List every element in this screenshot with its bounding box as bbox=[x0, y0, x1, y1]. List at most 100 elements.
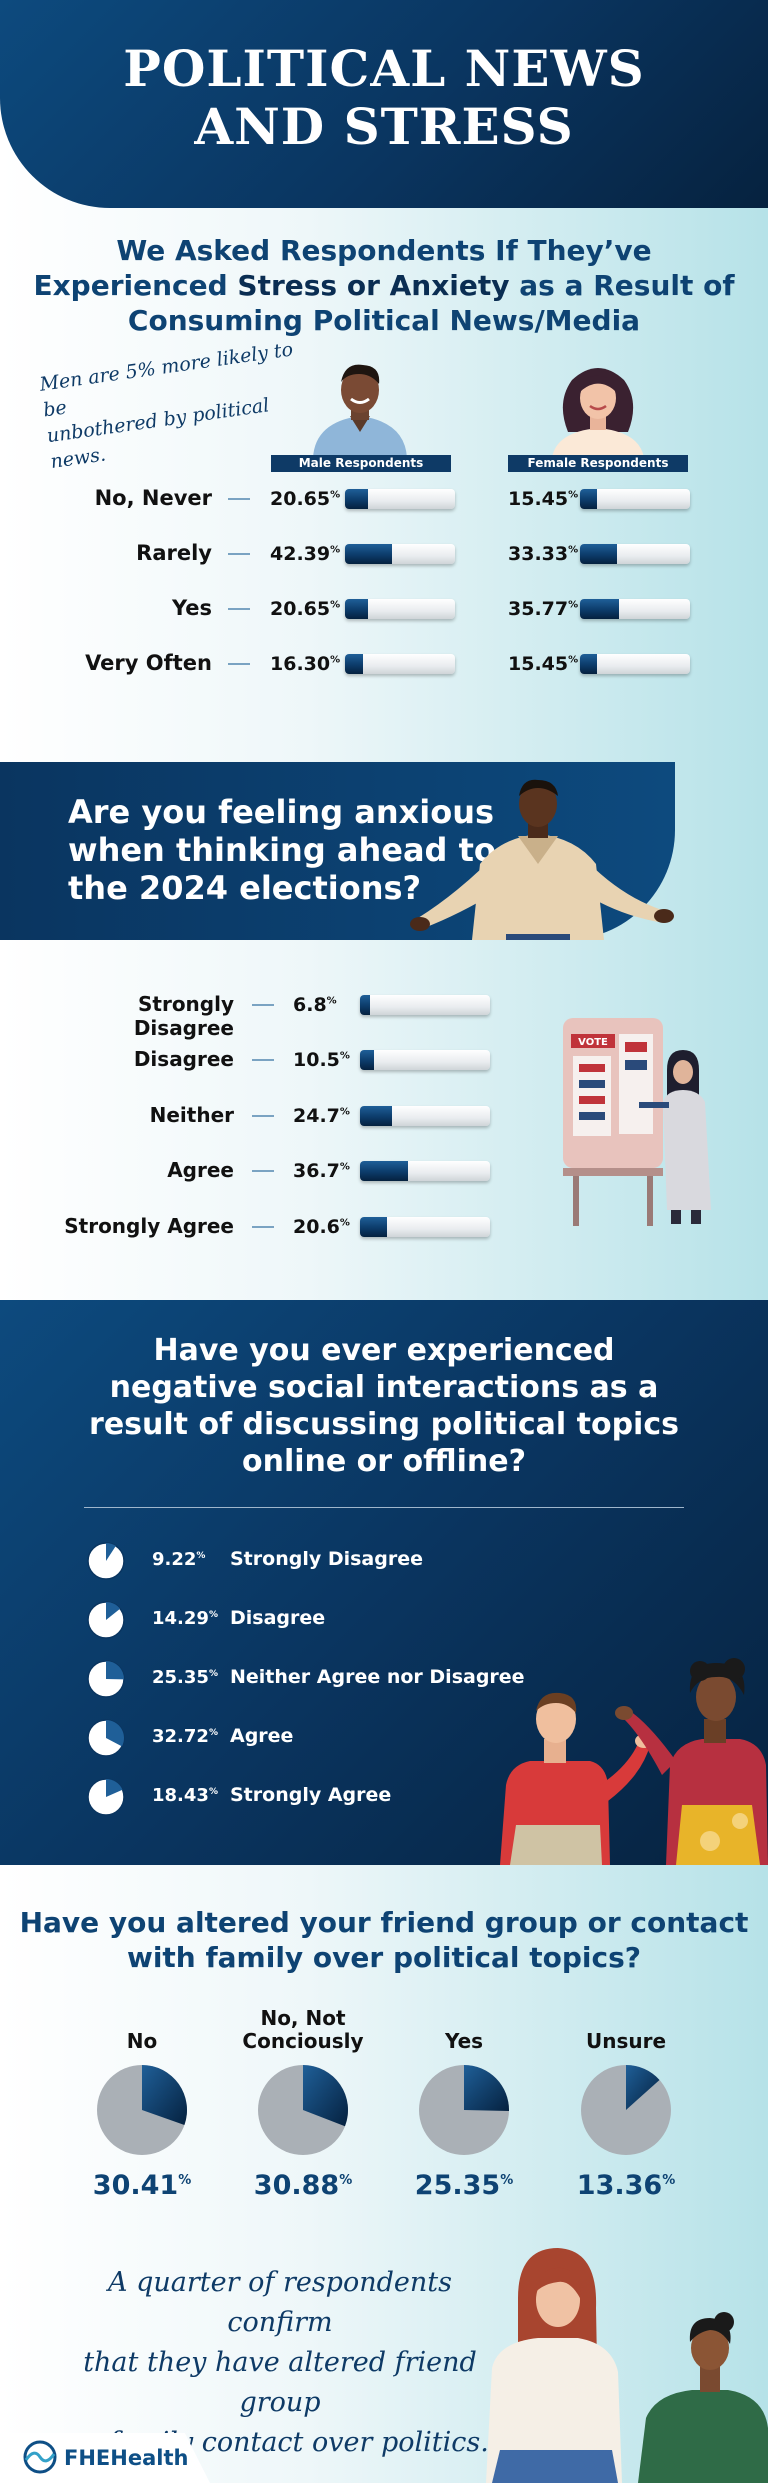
data-label: 20.6% bbox=[293, 1216, 350, 1238]
closing-quote: A quarter of respondents confirm that th… bbox=[60, 2263, 500, 2463]
pie-chart bbox=[87, 1601, 125, 1639]
section1-question-line2: Experienced Stress or Anxiety as a Resul… bbox=[0, 268, 768, 303]
section2-question-line1: Are you feeling anxious bbox=[68, 793, 495, 831]
pie-wrapper bbox=[256, 2063, 350, 2161]
section4-question-line2: with family over political topics? bbox=[126, 1941, 642, 1974]
category-label: Unsure bbox=[561, 2030, 691, 2053]
data-label: 9.22% bbox=[152, 1549, 206, 1570]
bar-track bbox=[360, 1106, 490, 1126]
percent-sign: % bbox=[339, 2173, 353, 2188]
pie-chart bbox=[258, 2065, 348, 2155]
category-label: Very Often bbox=[85, 651, 212, 675]
section3-question-line3: result of discussing political topics bbox=[89, 1407, 679, 1442]
data-label: 25.35% bbox=[414, 2170, 514, 2201]
section3-question-line1: Have you ever experienced bbox=[153, 1333, 615, 1368]
pie-chart bbox=[581, 2065, 671, 2155]
voting-booth-illustration: VOTE bbox=[563, 1018, 711, 1226]
arguing-people-illustration bbox=[500, 1658, 768, 1865]
pie-chart bbox=[87, 1660, 125, 1698]
social-interactions-section bbox=[0, 1300, 768, 1865]
percent-sign: % bbox=[339, 1217, 350, 1229]
data-label: 20.65% bbox=[270, 598, 341, 620]
bar-track bbox=[360, 1050, 490, 1070]
data-label: 20.65% bbox=[270, 488, 341, 510]
category-label-line: Conciously bbox=[242, 2029, 364, 2053]
section2-question: Are you feeling anxious when thinking ah… bbox=[68, 793, 496, 907]
bar-fill bbox=[345, 489, 368, 509]
category-label-line: No bbox=[126, 2029, 158, 2053]
data-label: 18.43% bbox=[152, 1785, 218, 1806]
category-label: Strongly Agree bbox=[64, 1214, 234, 1238]
data-label: 36.7% bbox=[293, 1160, 350, 1182]
pie-chart bbox=[97, 2065, 187, 2155]
pie-slice bbox=[106, 1720, 124, 1747]
row-connector bbox=[252, 1226, 274, 1228]
category-label: Neither bbox=[149, 1103, 234, 1127]
pie-icon bbox=[86, 1777, 126, 1821]
handwritten-note: Men are 5% more likely to be unbothered … bbox=[38, 334, 320, 475]
bar-fill bbox=[580, 489, 597, 509]
shrugging-man-illustration bbox=[410, 779, 674, 940]
page-title: POLITICAL NEWS AND STRESS bbox=[0, 40, 768, 156]
pie-wrapper bbox=[579, 2063, 673, 2161]
category-label-line: Yes bbox=[444, 2029, 484, 2053]
data-label: 24.7% bbox=[293, 1105, 350, 1127]
bar-fill bbox=[360, 995, 370, 1015]
row-connector bbox=[252, 1059, 274, 1061]
percent-sign: % bbox=[330, 599, 341, 611]
data-label: 32.72% bbox=[152, 1726, 218, 1747]
section4-question: Have you altered your friend group or co… bbox=[0, 1905, 768, 1975]
bar-fill bbox=[345, 599, 368, 619]
q-emphasis: Stress or Anxiety bbox=[237, 269, 510, 302]
section3-question: Have you ever experienced negative socia… bbox=[60, 1332, 708, 1480]
pie-chart bbox=[87, 1542, 125, 1580]
category-label: No, Never bbox=[94, 486, 212, 510]
category-label: Strongly Disagree bbox=[133, 992, 234, 1040]
category-label-line: Unsure bbox=[585, 2029, 667, 2053]
pie-slice bbox=[106, 1661, 124, 1680]
pie-chart bbox=[87, 1778, 125, 1816]
bar-track bbox=[345, 599, 455, 619]
bar-track bbox=[580, 599, 690, 619]
percent-sign: % bbox=[568, 544, 579, 556]
percent-sign: % bbox=[178, 2173, 192, 2188]
percent-sign: % bbox=[330, 544, 341, 556]
section4-question-line1: Have you altered your friend group or co… bbox=[19, 1906, 749, 1939]
row-connector bbox=[252, 1115, 274, 1117]
bar-track bbox=[360, 1161, 490, 1181]
category-label: Strongly Agree bbox=[230, 1784, 392, 1806]
percent-sign: % bbox=[339, 1161, 350, 1173]
row-connector bbox=[228, 608, 250, 610]
bar-fill bbox=[360, 1050, 374, 1070]
data-label: 15.45% bbox=[508, 653, 579, 675]
fhe-health-logo: FHEHealth bbox=[64, 2446, 189, 2470]
section3-question-line2: negative social interactions as a bbox=[109, 1370, 659, 1405]
fhe-logo-icon bbox=[23, 2440, 57, 2474]
pie-slice bbox=[142, 2065, 187, 2126]
category-label: Agree bbox=[230, 1725, 294, 1747]
pie-wrapper bbox=[95, 2063, 189, 2161]
section2-question-line3: the 2024 elections? bbox=[68, 869, 422, 907]
data-label: 33.33% bbox=[508, 543, 579, 565]
pie-slice bbox=[106, 1543, 116, 1561]
title-line-1: POLITICAL NEWS bbox=[123, 39, 645, 98]
data-label: 10.5% bbox=[293, 1049, 350, 1071]
section2-question-line2: when thinking ahead to bbox=[68, 831, 496, 869]
pie-chart bbox=[87, 1719, 125, 1757]
pie-icon bbox=[86, 1541, 126, 1585]
pie-slice bbox=[626, 2065, 660, 2110]
category-label: No bbox=[77, 2030, 207, 2053]
category-label-line: No, Not bbox=[260, 2006, 346, 2030]
pie-icon bbox=[86, 1718, 126, 1762]
pie-icon bbox=[86, 1600, 126, 1644]
category-label: Agree bbox=[167, 1158, 234, 1182]
bar-track bbox=[360, 1217, 490, 1237]
section1-question-line1: We Asked Respondents If They’ve bbox=[116, 234, 652, 267]
percent-sign: % bbox=[568, 654, 579, 666]
bar-fill bbox=[580, 544, 617, 564]
data-label: 25.35% bbox=[152, 1667, 218, 1688]
pie-slice bbox=[464, 2065, 509, 2111]
bar-track bbox=[360, 995, 490, 1015]
percent-sign: % bbox=[208, 1610, 218, 1620]
female-respondent-avatar bbox=[552, 368, 644, 458]
